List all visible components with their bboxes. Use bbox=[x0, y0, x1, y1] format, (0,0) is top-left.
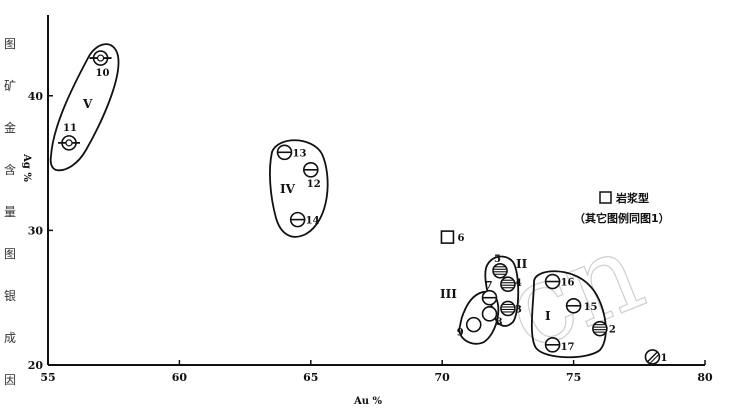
point-label: 4 bbox=[515, 278, 522, 289]
group-label: V bbox=[82, 97, 93, 111]
group-outline-I bbox=[530, 270, 607, 359]
margin-char: 矿 bbox=[4, 79, 16, 93]
margin-char: 量 bbox=[4, 205, 16, 219]
x-tick-label: 80 bbox=[697, 371, 713, 384]
group-label: II bbox=[516, 257, 528, 271]
point-label: 13 bbox=[293, 148, 307, 159]
margin-char: 因 bbox=[4, 373, 16, 387]
marker-core bbox=[96, 54, 105, 62]
data-point-5: 5 bbox=[492, 254, 508, 279]
data-point-14: 14 bbox=[289, 211, 320, 228]
margin-char: 银 bbox=[4, 289, 16, 303]
point-label: 14 bbox=[306, 216, 320, 227]
margin-char: 成 bbox=[4, 331, 16, 345]
point-label: 10 bbox=[96, 68, 110, 79]
point-label: 3 bbox=[515, 304, 522, 315]
marker-core bbox=[65, 139, 73, 147]
point-marker bbox=[440, 230, 455, 244]
point-marker bbox=[465, 316, 482, 333]
marker-hatch bbox=[650, 354, 659, 364]
legend: 岩浆型 （其它图例同图1） bbox=[574, 191, 670, 225]
data-point-12: 12 bbox=[302, 162, 321, 190]
x-axis-title: Au % bbox=[353, 396, 383, 407]
point-marker bbox=[500, 300, 516, 317]
point-marker bbox=[492, 262, 508, 279]
point-label: 6 bbox=[457, 233, 464, 244]
point-label: 1 bbox=[660, 353, 667, 364]
margin-char: 图 bbox=[4, 37, 16, 51]
group-label: IV bbox=[280, 182, 296, 196]
x-tick-label: 75 bbox=[566, 371, 581, 384]
data-point-3: 3 bbox=[500, 300, 522, 317]
marker-hatch bbox=[646, 351, 658, 363]
data-point-9: 9 bbox=[457, 316, 482, 339]
group-label: III bbox=[440, 287, 457, 301]
legend-line-1: 岩浆型 bbox=[615, 191, 649, 205]
legend-line-2: （其它图例同图1） bbox=[574, 211, 670, 225]
point-label: 16 bbox=[561, 278, 575, 289]
point-marker bbox=[481, 306, 498, 322]
data-point-16: 16 bbox=[544, 273, 575, 290]
group-label: I bbox=[545, 309, 551, 323]
group-outline-IV bbox=[269, 139, 329, 238]
data-point-2: 2 bbox=[592, 320, 616, 337]
point-label: 11 bbox=[63, 123, 77, 134]
y-tick-label: 20 bbox=[28, 359, 44, 372]
point-label: 7 bbox=[486, 281, 493, 292]
data-point-1: 1 bbox=[644, 349, 667, 365]
y-tick-label: 40 bbox=[28, 90, 44, 103]
y-axis-title: Ag % bbox=[21, 153, 32, 182]
margin-char: 含 bbox=[4, 162, 16, 177]
x-tick-label: 65 bbox=[303, 371, 318, 384]
point-label: 2 bbox=[609, 325, 616, 336]
data-point-7: 7 bbox=[481, 281, 498, 306]
point-label: 9 bbox=[457, 328, 464, 339]
point-label: 5 bbox=[494, 254, 501, 265]
data-point-6: 6 bbox=[440, 230, 464, 244]
data-point-10: 10 bbox=[89, 50, 112, 79]
point-label: 15 bbox=[584, 302, 598, 313]
point-marker bbox=[592, 320, 608, 337]
margin-char: 金 bbox=[4, 120, 16, 135]
y-tick-label: 30 bbox=[28, 224, 44, 237]
point-label: 8 bbox=[496, 317, 503, 328]
point-label: 17 bbox=[561, 342, 575, 353]
data-point-13: 13 bbox=[276, 144, 307, 161]
data-point-11: 11 bbox=[58, 123, 81, 151]
x-tick-label: 60 bbox=[172, 371, 188, 384]
point-marker bbox=[500, 276, 516, 293]
x-tick-label: 55 bbox=[40, 371, 55, 384]
x-tick-label: 70 bbox=[435, 371, 451, 384]
data-point-15: 15 bbox=[565, 297, 598, 314]
margin-char: 图 bbox=[4, 247, 16, 261]
data-point-8: 8 bbox=[481, 306, 503, 328]
group-outline-V bbox=[49, 43, 120, 172]
point-label: 12 bbox=[307, 179, 321, 190]
legend-square-symbol bbox=[599, 191, 612, 204]
data-point-17: 17 bbox=[544, 337, 575, 353]
data-point-4: 4 bbox=[500, 276, 522, 293]
